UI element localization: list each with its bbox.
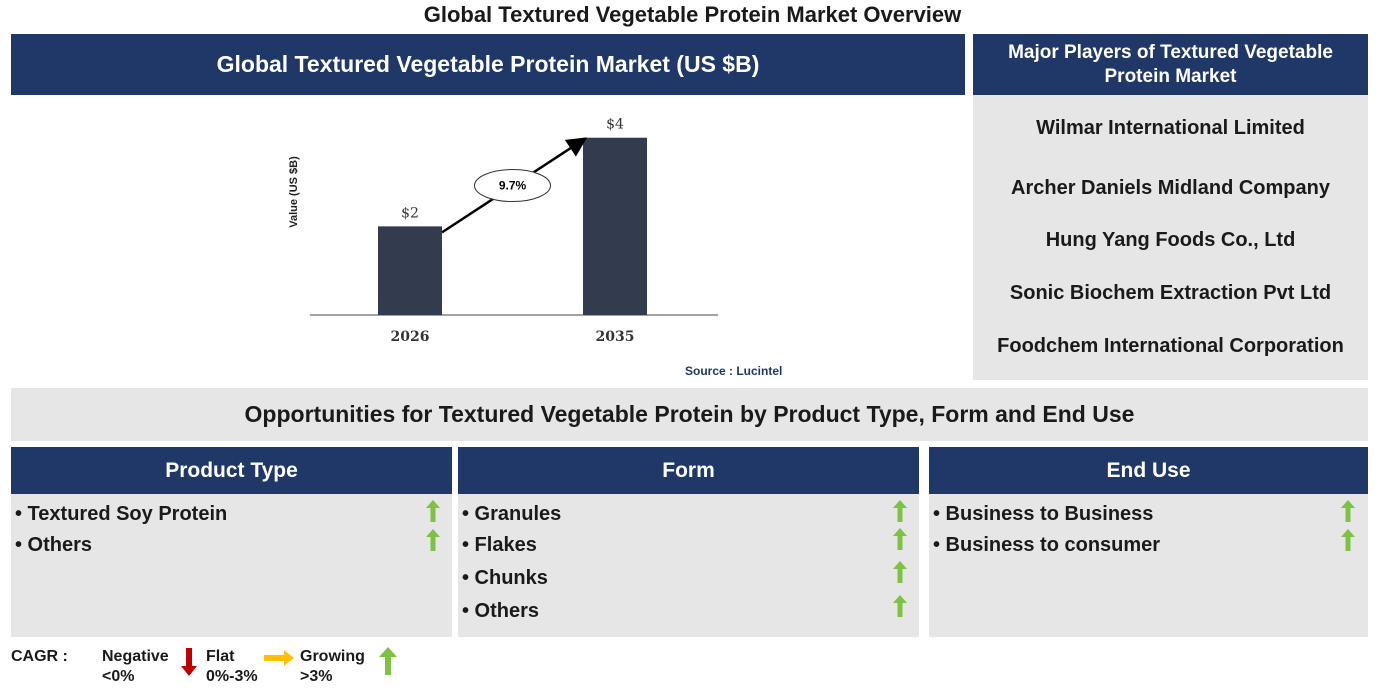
x-tick-label: 2035	[596, 329, 635, 345]
list-item: • Business to consumer	[933, 534, 1161, 556]
legend-negative: Negative <0%	[102, 647, 169, 687]
legend-growing: Growing >3%	[300, 647, 365, 687]
cagr-bubble	[474, 169, 551, 203]
bar	[583, 137, 647, 315]
player-item: Wilmar International Limited	[1036, 117, 1305, 139]
legend-flat-title: Flat	[206, 648, 235, 665]
list-item: • Granules	[462, 503, 562, 525]
list-item: • Flakes	[462, 534, 537, 556]
growing-arrow-icon	[426, 529, 440, 551]
column-body-product-type: • Textured Soy Protein • Others	[11, 494, 452, 637]
legend-growing-range: >3%	[300, 668, 333, 685]
list-item: • Textured Soy Protein	[15, 503, 228, 525]
list-item: • Chunks	[462, 567, 548, 589]
bar	[378, 226, 442, 315]
opportunities-title: Opportunities for Textured Vegetable Pro…	[11, 388, 1368, 441]
players-header: Major Players of Textured Vegetable Prot…	[973, 34, 1368, 95]
x-tick-label: 2026	[391, 329, 430, 345]
data-label: $2	[401, 205, 419, 221]
column-body-end-use: • Business to Business • Business to con…	[929, 494, 1368, 637]
growing-arrow-icon	[893, 528, 907, 550]
player-item: Sonic Biochem Extraction Pvt Ltd	[1009, 282, 1332, 304]
player-item: Foodchem International Corporation	[997, 335, 1344, 357]
y-axis-label: Value (US $B)	[288, 156, 300, 228]
page-title: Global Textured Vegetable Protein Market…	[423, 2, 962, 27]
column-body-form: • Granules • Flakes • Chunks • Others	[458, 494, 919, 637]
legend-label: CAGR :	[11, 648, 68, 665]
legend-flat: Flat 0%-3%	[206, 647, 258, 687]
player-item: Archer Daniels Midland Company	[1011, 177, 1330, 199]
growing-arrow-icon	[1341, 529, 1355, 551]
column-header-product-type: Product Type	[11, 447, 452, 494]
legend-negative-title: Negative	[102, 648, 169, 665]
legend-growing-title: Growing	[300, 648, 365, 665]
growing-arrow-icon	[893, 500, 907, 522]
data-label: $4	[606, 117, 624, 133]
column-header-form: Form	[458, 447, 919, 494]
flat-arrow-icon	[264, 650, 294, 666]
legend-negative-range: <0%	[102, 668, 135, 685]
players-list: Wilmar International Limited Archer Dani…	[973, 95, 1368, 380]
growing-arrow-icon	[426, 500, 440, 522]
chart-header: Global Textured Vegetable Protein Market…	[11, 34, 965, 95]
growing-arrow-icon	[1341, 500, 1355, 522]
cagr-label: 9.7%	[499, 179, 527, 193]
list-item: • Others	[15, 534, 93, 556]
players-header-text: Major Players of Textured Vegetable Prot…	[1008, 41, 1333, 87]
source-note: Source : Lucintel	[685, 364, 783, 378]
list-item: • Business to Business	[933, 503, 1154, 525]
list-item: • Others	[462, 600, 540, 622]
column-header-end-use: End Use	[929, 447, 1368, 494]
growing-arrow-icon	[379, 647, 397, 675]
bar-chart: Value (US $B) $2 2026 $4 2035 9.7%	[288, 117, 718, 345]
player-item: Hung Yang Foods Co., Ltd	[1045, 229, 1296, 251]
legend-flat-range: 0%-3%	[206, 668, 258, 685]
growing-arrow-icon	[893, 561, 907, 583]
growing-arrow-icon	[893, 595, 907, 617]
negative-arrow-icon	[181, 648, 197, 676]
